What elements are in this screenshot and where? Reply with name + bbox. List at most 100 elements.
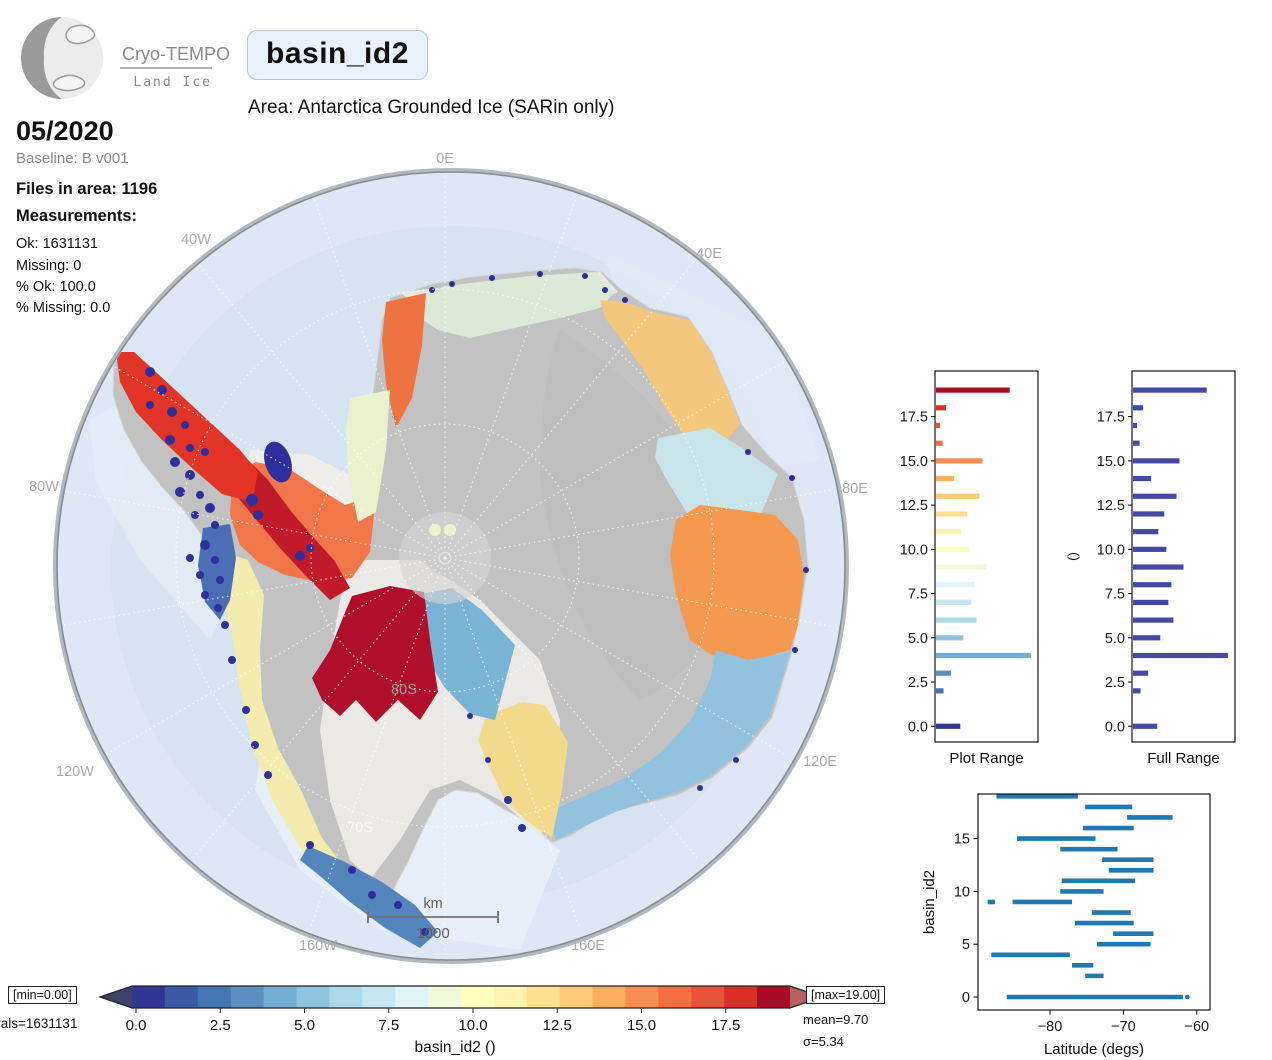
colorbar-axis-label: basin_id2 () <box>415 1039 496 1056</box>
label-70s: 70S <box>347 820 373 836</box>
label-80e: 80E <box>842 481 868 497</box>
colorbar-segment <box>230 986 265 1008</box>
bar <box>1133 529 1159 535</box>
greenland-outline <box>65 24 96 45</box>
x-tick-label: −80 <box>1038 1019 1063 1035</box>
y-tick-label: 17.5 <box>1097 410 1125 426</box>
bar <box>1133 670 1149 676</box>
bar <box>1133 723 1158 729</box>
crescent-shape <box>21 17 62 99</box>
stat-pct-missing: % Missing: 0.0 <box>16 300 111 316</box>
colorbar-segment <box>658 986 692 1008</box>
bar <box>1133 475 1152 482</box>
bar <box>1133 652 1228 659</box>
colorbar-segment <box>296 986 330 1008</box>
axes-box <box>934 370 1039 743</box>
bar <box>936 617 977 623</box>
colorbar-segment <box>362 986 396 1008</box>
x-tick-label: −60 <box>1184 1019 1209 1035</box>
map-svg: 0E 40E 80E 120E 160E 160W 120W 80W 40W 8… <box>29 151 868 964</box>
bar <box>1133 546 1167 552</box>
bar <box>936 652 1031 659</box>
map-outer-ring <box>53 168 849 964</box>
y-tick-label: 5 <box>962 937 970 953</box>
files-in-area: Files in area: 1196 <box>16 180 158 198</box>
bar <box>936 511 968 517</box>
axes-box <box>1131 370 1236 743</box>
y-tick-label: 15 <box>954 832 970 848</box>
bar <box>1133 422 1138 429</box>
bar <box>1133 617 1174 623</box>
bar <box>1133 458 1180 464</box>
bar <box>1133 688 1141 694</box>
bar <box>1133 582 1172 588</box>
antarctica-outline <box>52 74 86 92</box>
bar <box>1133 564 1184 570</box>
colorbar-tick-label: 2.5 <box>210 1017 231 1034</box>
navy-dot-clusters <box>145 271 809 936</box>
axes-box <box>977 793 1211 1011</box>
area-subtitle: Area: Antarctica Grounded Ice (SARin onl… <box>248 97 615 118</box>
map-layers <box>58 173 844 959</box>
colorbar-tick-label: 12.5 <box>543 1017 572 1034</box>
bar <box>1133 511 1165 517</box>
bar <box>936 493 980 499</box>
antarctica-map: 0E 40E 80E 120E 160E 160W 120W 80W 40W 8… <box>0 140 900 990</box>
y-tick-label: 7.5 <box>908 587 928 603</box>
plot-range-histogram: 0.0 2.5 5.0 7.5 10.0 12.5 15.0 17.5 Plot Range <box>900 370 1039 767</box>
stat-ok: Ok: 1631131 <box>16 236 98 252</box>
y-tick-label: 12.5 <box>1097 498 1125 514</box>
colorbar-segment <box>724 986 758 1008</box>
bar <box>936 405 947 411</box>
bar <box>936 546 970 552</box>
colorbar-segment <box>395 986 429 1008</box>
y-tick-label: 5.0 <box>1105 631 1125 647</box>
colorbar-tick-label: 7.5 <box>378 1017 399 1034</box>
label-120w: 120W <box>56 764 94 780</box>
colorbar-segment <box>461 986 495 1008</box>
graticule-labels: 0E 40E 80E 120E 160E 160W 120W 80W 40W <box>29 151 868 954</box>
colorbar-tick-label: 5.0 <box>294 1017 315 1034</box>
x-axis-label: Latitude (degs) <box>1044 1041 1144 1058</box>
colorbar-segment <box>691 986 725 1008</box>
cryo-tempo-logo: Cryo-TEMPO Land Ice <box>14 10 244 106</box>
stat-pct-ok: % Ok: 100.0 <box>16 279 96 295</box>
y-tick-label: 2.5 <box>1105 675 1125 691</box>
page-title: basin_id2 <box>247 30 428 80</box>
bar <box>936 458 983 464</box>
bar <box>1133 599 1169 606</box>
date-label: 05/2020 <box>16 116 114 146</box>
y-tick-label: 2.5 <box>908 675 928 691</box>
label-0e: 0E <box>436 151 454 167</box>
logo-title: Cryo-TEMPO <box>122 44 230 64</box>
bar <box>936 440 943 446</box>
colorbar-segment <box>263 986 298 1008</box>
y-tick-label: 15.0 <box>900 454 928 470</box>
colorbar-tick-label: 0.0 <box>126 1017 147 1034</box>
colorbar-segment <box>526 986 561 1008</box>
latitude-scatter-plot: −80 −70 −60 0 5 10 15 Latitude (degs) basin_id2 <box>921 793 1211 1058</box>
label-40w: 40W <box>181 232 211 248</box>
colorbar-segment <box>428 986 462 1008</box>
full-range-histogram: 0.0 2.5 5.0 7.5 10.0 12.5 15.0 17.5 Full Range () <box>1065 370 1236 767</box>
bar <box>936 670 952 676</box>
bar <box>936 688 944 694</box>
bar <box>1133 493 1177 499</box>
y-tick-label: 12.5 <box>900 498 928 514</box>
colorbar-segment <box>625 986 659 1008</box>
bar <box>936 564 987 570</box>
basin-regions <box>116 272 804 948</box>
colorbar-segment <box>592 986 627 1008</box>
bar <box>936 475 955 482</box>
y-tick-label: 0.0 <box>1105 719 1125 735</box>
baseline-label: Baseline: B v001 <box>16 150 129 167</box>
colorbar-segment <box>197 986 232 1008</box>
scale-bar <box>367 911 499 923</box>
label-160e: 160E <box>571 938 605 954</box>
y-tick-label: 15.0 <box>1097 454 1125 470</box>
graticule <box>58 173 832 950</box>
y-axis-label: () <box>1065 552 1080 561</box>
label-40e: 40E <box>696 246 722 262</box>
colorbar-segment <box>132 986 166 1008</box>
